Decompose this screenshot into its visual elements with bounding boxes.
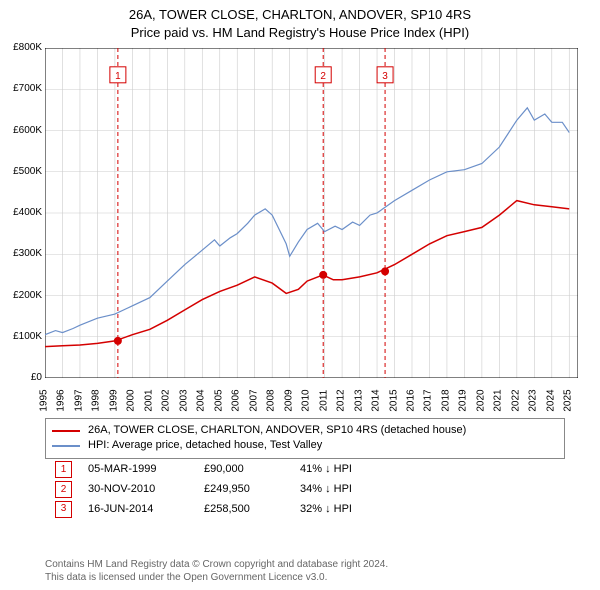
event-row: 2 30-NOV-2010 £249,950 34% ↓ HPI <box>45 480 565 500</box>
svg-text:2: 2 <box>320 71 326 82</box>
x-axis-label: 1996 <box>56 389 67 411</box>
event-price: £90,000 <box>204 460 284 480</box>
x-axis-label: 2008 <box>266 389 277 411</box>
svg-text:1: 1 <box>115 71 121 82</box>
svg-text:3: 3 <box>382 71 388 82</box>
x-axis-label: 2014 <box>371 389 382 411</box>
x-axis-label: 2025 <box>563 389 574 411</box>
y-axis-label: £500K <box>0 166 42 177</box>
legend-swatch <box>52 430 80 432</box>
footer-line2: This data is licensed under the Open Gov… <box>45 571 388 584</box>
x-axis-label: 2010 <box>301 389 312 411</box>
event-date: 16-JUN-2014 <box>88 500 188 520</box>
chart-svg: 1 2 3 <box>45 48 578 378</box>
event-price: £258,500 <box>204 500 284 520</box>
x-axis-label: 1998 <box>91 389 102 411</box>
title-line2: Price paid vs. HM Land Registry's House … <box>0 24 600 42</box>
x-axis-label: 2004 <box>196 389 207 411</box>
x-axis-label: 1999 <box>109 389 120 411</box>
x-axis-label: 2019 <box>458 389 469 411</box>
x-axis-label: 2007 <box>248 389 259 411</box>
x-axis-label: 2016 <box>406 389 417 411</box>
x-axis-label: 2009 <box>283 389 294 411</box>
event-date: 30-NOV-2010 <box>88 480 188 500</box>
x-axis-label: 2000 <box>126 389 137 411</box>
legend-label: 26A, TOWER CLOSE, CHARLTON, ANDOVER, SP1… <box>88 423 466 438</box>
x-axis-label: 2005 <box>213 389 224 411</box>
x-axis-label: 2020 <box>476 389 487 411</box>
y-axis-label: £0 <box>0 372 42 383</box>
event-row: 1 05-MAR-1999 £90,000 41% ↓ HPI <box>45 460 565 480</box>
x-axis-label: 1997 <box>74 389 85 411</box>
y-axis-label: £800K <box>0 42 42 53</box>
event-price: £249,950 <box>204 480 284 500</box>
x-axis-label: 2021 <box>493 389 504 411</box>
legend-item: 26A, TOWER CLOSE, CHARLTON, ANDOVER, SP1… <box>52 423 558 438</box>
legend-item: HPI: Average price, detached house, Test… <box>52 438 558 453</box>
y-axis-label: £400K <box>0 207 42 218</box>
event-row: 3 16-JUN-2014 £258,500 32% ↓ HPI <box>45 500 565 520</box>
x-axis-label: 2011 <box>318 390 329 412</box>
x-axis-label: 2012 <box>336 389 347 411</box>
x-axis-label: 2006 <box>231 389 242 411</box>
x-axis-label: 2015 <box>388 389 399 411</box>
footer: Contains HM Land Registry data © Crown c… <box>45 558 388 584</box>
y-axis-label: £100K <box>0 331 42 342</box>
event-pct: 32% ↓ HPI <box>300 500 390 520</box>
footer-line1: Contains HM Land Registry data © Crown c… <box>45 558 388 571</box>
event-badge: 1 <box>55 461 72 478</box>
y-axis-label: £700K <box>0 83 42 94</box>
x-axis-label: 2017 <box>423 389 434 411</box>
x-axis-label: 2018 <box>441 389 452 411</box>
y-axis-label: £200K <box>0 290 42 301</box>
legend-label: HPI: Average price, detached house, Test… <box>88 438 322 453</box>
y-axis-label: £300K <box>0 248 42 259</box>
x-axis-label: 2013 <box>353 389 364 411</box>
legend: 26A, TOWER CLOSE, CHARLTON, ANDOVER, SP1… <box>45 418 565 459</box>
event-pct: 34% ↓ HPI <box>300 480 390 500</box>
chart-area: 123 £0£100K£200K£300K£400K£500K£600K£700… <box>45 48 578 378</box>
title-line1: 26A, TOWER CLOSE, CHARLTON, ANDOVER, SP1… <box>0 6 600 24</box>
x-axis-label: 2003 <box>178 389 189 411</box>
x-axis-label: 2022 <box>510 389 521 411</box>
y-axis-label: £600K <box>0 125 42 136</box>
x-axis-label: 2001 <box>143 389 154 411</box>
event-pct: 41% ↓ HPI <box>300 460 390 480</box>
event-badge: 3 <box>55 501 72 518</box>
chart-title: 26A, TOWER CLOSE, CHARLTON, ANDOVER, SP1… <box>0 0 600 41</box>
x-axis-label: 1995 <box>39 389 50 411</box>
event-badge: 2 <box>55 481 72 498</box>
x-axis-label: 2024 <box>545 389 556 411</box>
event-date: 05-MAR-1999 <box>88 460 188 480</box>
events-table: 1 05-MAR-1999 £90,000 41% ↓ HPI 2 30-NOV… <box>45 460 565 519</box>
x-axis-label: 2023 <box>528 389 539 411</box>
x-axis-label: 2002 <box>161 389 172 411</box>
legend-swatch <box>52 445 80 447</box>
